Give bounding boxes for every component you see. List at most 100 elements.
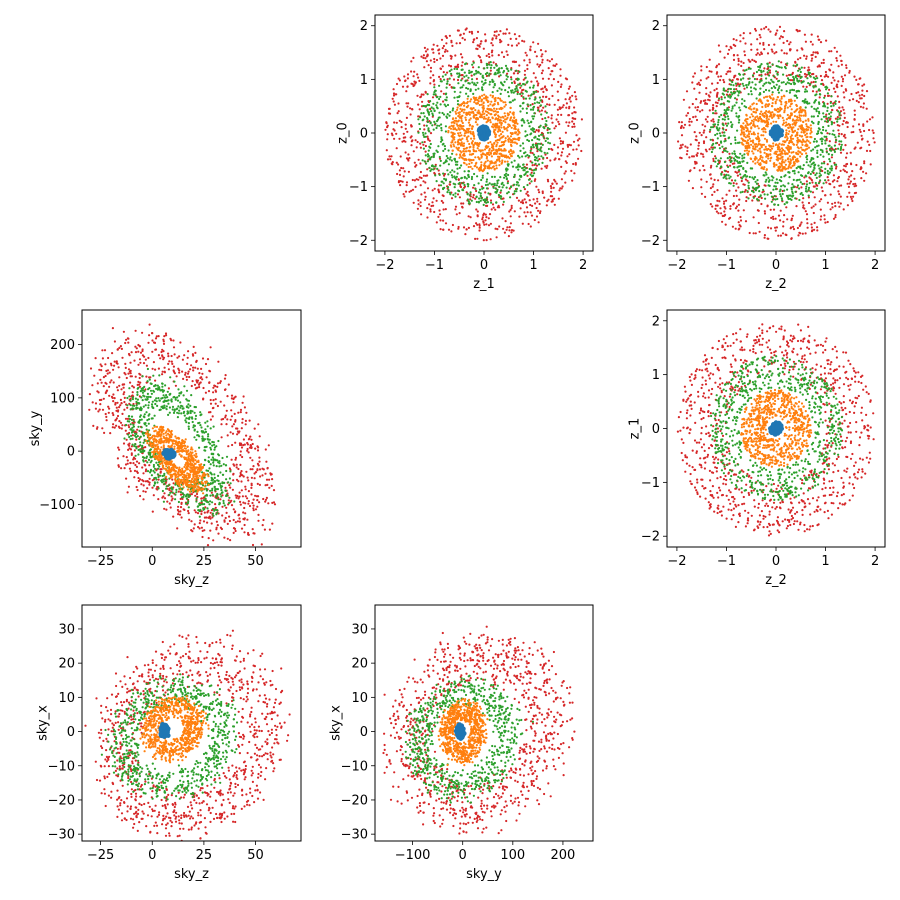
data-point (432, 107, 435, 110)
data-point (456, 167, 459, 170)
data-point (553, 143, 556, 146)
data-point (796, 226, 800, 230)
data-point (481, 149, 484, 152)
data-point (463, 183, 466, 187)
data-point (754, 232, 757, 235)
data-point (698, 110, 702, 113)
data-point (805, 57, 808, 60)
data-point (723, 114, 726, 117)
data-point (836, 95, 839, 98)
data-point (730, 125, 733, 129)
data-point (753, 111, 757, 114)
data-point (764, 197, 767, 200)
data-point (801, 143, 804, 146)
data-point (482, 47, 485, 50)
data-point (838, 111, 841, 114)
data-point (475, 200, 478, 204)
data-point (463, 71, 466, 74)
data-point (785, 167, 788, 170)
data-point (527, 178, 531, 181)
data-point (505, 186, 508, 189)
data-point (496, 119, 500, 122)
data-point (508, 187, 511, 190)
data-point (853, 113, 857, 116)
data-point (476, 210, 479, 213)
data-point (696, 106, 700, 109)
data-point (829, 183, 832, 186)
data-point (779, 219, 782, 222)
data-point (872, 131, 875, 134)
data-point (830, 165, 833, 168)
data-point (502, 203, 505, 206)
data-point (460, 151, 463, 154)
data-point (488, 55, 491, 59)
data-point (397, 110, 400, 113)
data-point (453, 136, 456, 139)
data-point (440, 90, 443, 93)
data-point (705, 102, 709, 105)
data-point (490, 113, 493, 116)
data-point (472, 131, 475, 134)
data-point (237, 467, 240, 471)
data-point (123, 408, 126, 411)
data-point (852, 195, 855, 198)
data-point (476, 44, 479, 47)
data-point (745, 113, 748, 116)
data-point (513, 116, 516, 119)
data-point (735, 88, 738, 91)
data-point (725, 124, 729, 127)
data-point (495, 184, 498, 187)
data-point (750, 143, 753, 146)
data-point (805, 125, 808, 128)
data-point (447, 131, 450, 134)
data-point (843, 112, 846, 115)
data-point (523, 40, 526, 43)
data-point (463, 158, 466, 161)
data-point (793, 162, 796, 165)
data-point (712, 104, 715, 107)
data-point (803, 207, 806, 210)
data-point (830, 50, 833, 53)
data-point (692, 75, 695, 78)
data-point (536, 80, 539, 83)
data-point (480, 161, 483, 164)
data-point (836, 120, 839, 123)
data-point (482, 213, 485, 217)
data-point (397, 180, 401, 183)
data-point (812, 148, 815, 151)
data-point (766, 52, 770, 55)
data-point (426, 216, 429, 219)
data-point (444, 130, 447, 133)
data-point (771, 215, 775, 218)
data-point (458, 166, 461, 169)
data-point (501, 130, 504, 133)
data-point (742, 139, 745, 142)
data-point (550, 117, 553, 120)
data-point (824, 142, 827, 145)
data-point (833, 161, 836, 165)
data-point (448, 77, 451, 80)
data-point (441, 75, 444, 78)
data-point (144, 388, 147, 391)
data-point (740, 165, 743, 168)
data-point (754, 162, 757, 165)
data-point (855, 91, 858, 95)
data-point (753, 87, 756, 90)
data-point (417, 115, 420, 118)
data-point (807, 188, 810, 191)
data-point (764, 121, 767, 124)
data-point (422, 54, 425, 57)
data-point (727, 122, 730, 125)
data-point (417, 131, 420, 134)
data-point (743, 54, 747, 57)
data-point (406, 73, 410, 76)
data-point (807, 118, 810, 121)
data-point (810, 59, 813, 62)
data-point (449, 127, 453, 130)
data-point (559, 187, 562, 190)
data-point (787, 126, 790, 129)
data-point (425, 60, 428, 63)
data-point (506, 192, 509, 195)
data-point (427, 100, 430, 103)
data-point (727, 137, 730, 140)
